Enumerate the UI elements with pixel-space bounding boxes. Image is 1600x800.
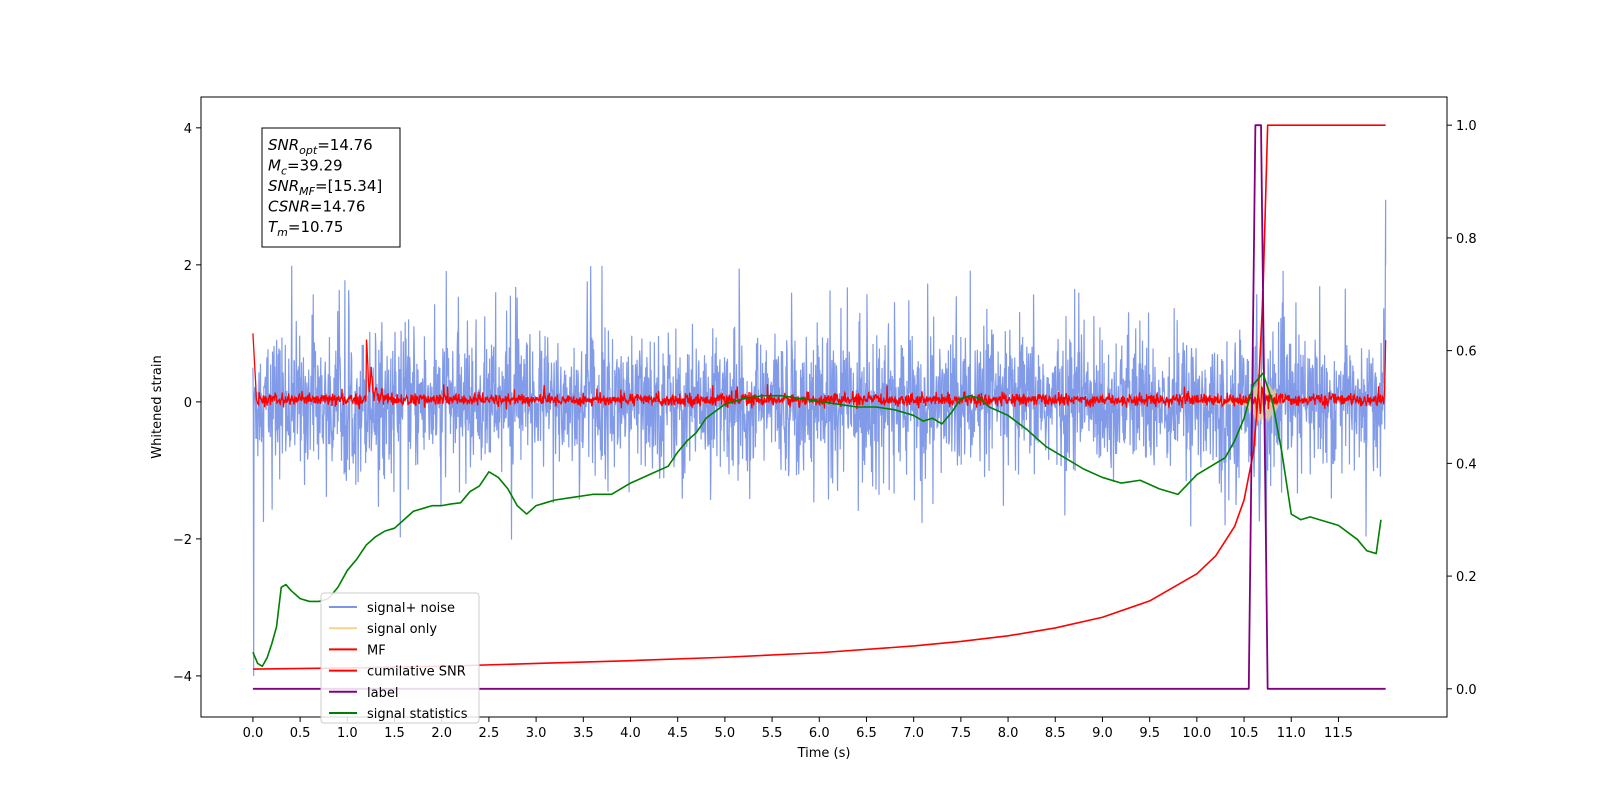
legend-entry: label xyxy=(367,686,398,701)
legend-frame xyxy=(320,592,480,724)
legend-entry: signal+ noise xyxy=(367,601,455,616)
y-right-tick-label: 1.0 xyxy=(1456,119,1477,134)
y-axis-right: 1.0 0.8 0.6 0.4 0.2 0.0 xyxy=(1447,119,1477,698)
y-right-tick-label: 0.6 xyxy=(1456,345,1477,360)
x-tick-label: 7.0 xyxy=(903,726,924,741)
y-right-tick-label: 0.8 xyxy=(1456,232,1477,247)
x-tick-label: 4.5 xyxy=(667,726,688,741)
y-left-tick-label: 0 xyxy=(184,396,192,411)
x-tick-label: 1.5 xyxy=(384,726,405,741)
annotation-line: SNRMF=[15.34] xyxy=(268,177,382,198)
y-left-tick-label: −2 xyxy=(173,533,192,548)
annotation-line: CSNR=14.76 xyxy=(268,198,365,216)
x-tick-label: 11.0 xyxy=(1277,726,1306,741)
legend-entry: cumilative SNR xyxy=(367,665,466,680)
series-cumulative-snr xyxy=(252,124,1386,670)
x-tick-label: 9.0 xyxy=(1092,726,1113,741)
annotation-line: Mc=39.29 xyxy=(268,157,343,178)
x-tick-label: 3.0 xyxy=(526,726,547,741)
annotation-frame xyxy=(261,127,401,248)
y-left-tick-label: 2 xyxy=(184,259,192,274)
legend-entry: signal statistics xyxy=(367,707,468,722)
x-tick-label: 5.0 xyxy=(715,726,736,741)
y-right-tick-label: 0.0 xyxy=(1456,683,1477,698)
x-tick-label: 8.0 xyxy=(998,726,1019,741)
legend-entry: signal only xyxy=(367,622,437,637)
x-tick-label: 0.5 xyxy=(290,726,311,741)
series-signal-statistics xyxy=(252,372,1382,668)
x-tick-label: 2.5 xyxy=(479,726,500,741)
x-tick-label: 10.5 xyxy=(1230,726,1259,741)
y-left-tick-label: 4 xyxy=(184,122,192,137)
y-left-tick-label: −4 xyxy=(173,670,192,685)
x-tick-label: 7.5 xyxy=(951,726,972,741)
annotation-box: SNRopt=14.76Mc=39.29SNRMF=[15.34]CSNR=14… xyxy=(261,127,401,248)
x-tick-label: 0.0 xyxy=(243,726,264,741)
x-axis: 0.0 0.5 1.0 1.5 2.0 2.5 3.0 3.5 4.0 4.5 5.0 5.5 6.0 6… xyxy=(243,717,1353,741)
x-tick-label: 4.0 xyxy=(620,726,641,741)
x-tick-label: 1.0 xyxy=(337,726,358,741)
series-signal-noise xyxy=(252,199,1387,676)
x-tick-label: 6.5 xyxy=(856,726,877,741)
x-tick-label: 3.5 xyxy=(573,726,594,741)
y-right-tick-label: 0.4 xyxy=(1456,457,1477,472)
legend: signal+ noise signal only MF cumilative SNR… xyxy=(320,592,480,724)
x-tick-label: 5.5 xyxy=(762,726,783,741)
y-right-tick-label: 0.2 xyxy=(1456,570,1477,585)
x-tick-label: 10.0 xyxy=(1182,726,1211,741)
annotation-line: Tm=10.75 xyxy=(268,218,343,239)
x-tick-label: 6.0 xyxy=(809,726,830,741)
x-tick-label: 9.5 xyxy=(1139,726,1160,741)
x-tick-label: 2.0 xyxy=(431,726,452,741)
y-axis-left: 4 2 0 −2 −4 xyxy=(173,122,201,685)
plot-series xyxy=(252,124,1387,690)
x-tick-label: 8.5 xyxy=(1045,726,1066,741)
legend-entry: MF xyxy=(367,643,386,658)
annotation-line: SNRopt=14.76 xyxy=(268,136,373,157)
plot-frame xyxy=(200,96,1448,718)
y-axis-label: Whitened strain xyxy=(150,355,165,458)
x-tick-label: 11.5 xyxy=(1324,726,1353,741)
x-axis-label: Time (s) xyxy=(797,746,851,761)
series-label xyxy=(252,124,1386,690)
